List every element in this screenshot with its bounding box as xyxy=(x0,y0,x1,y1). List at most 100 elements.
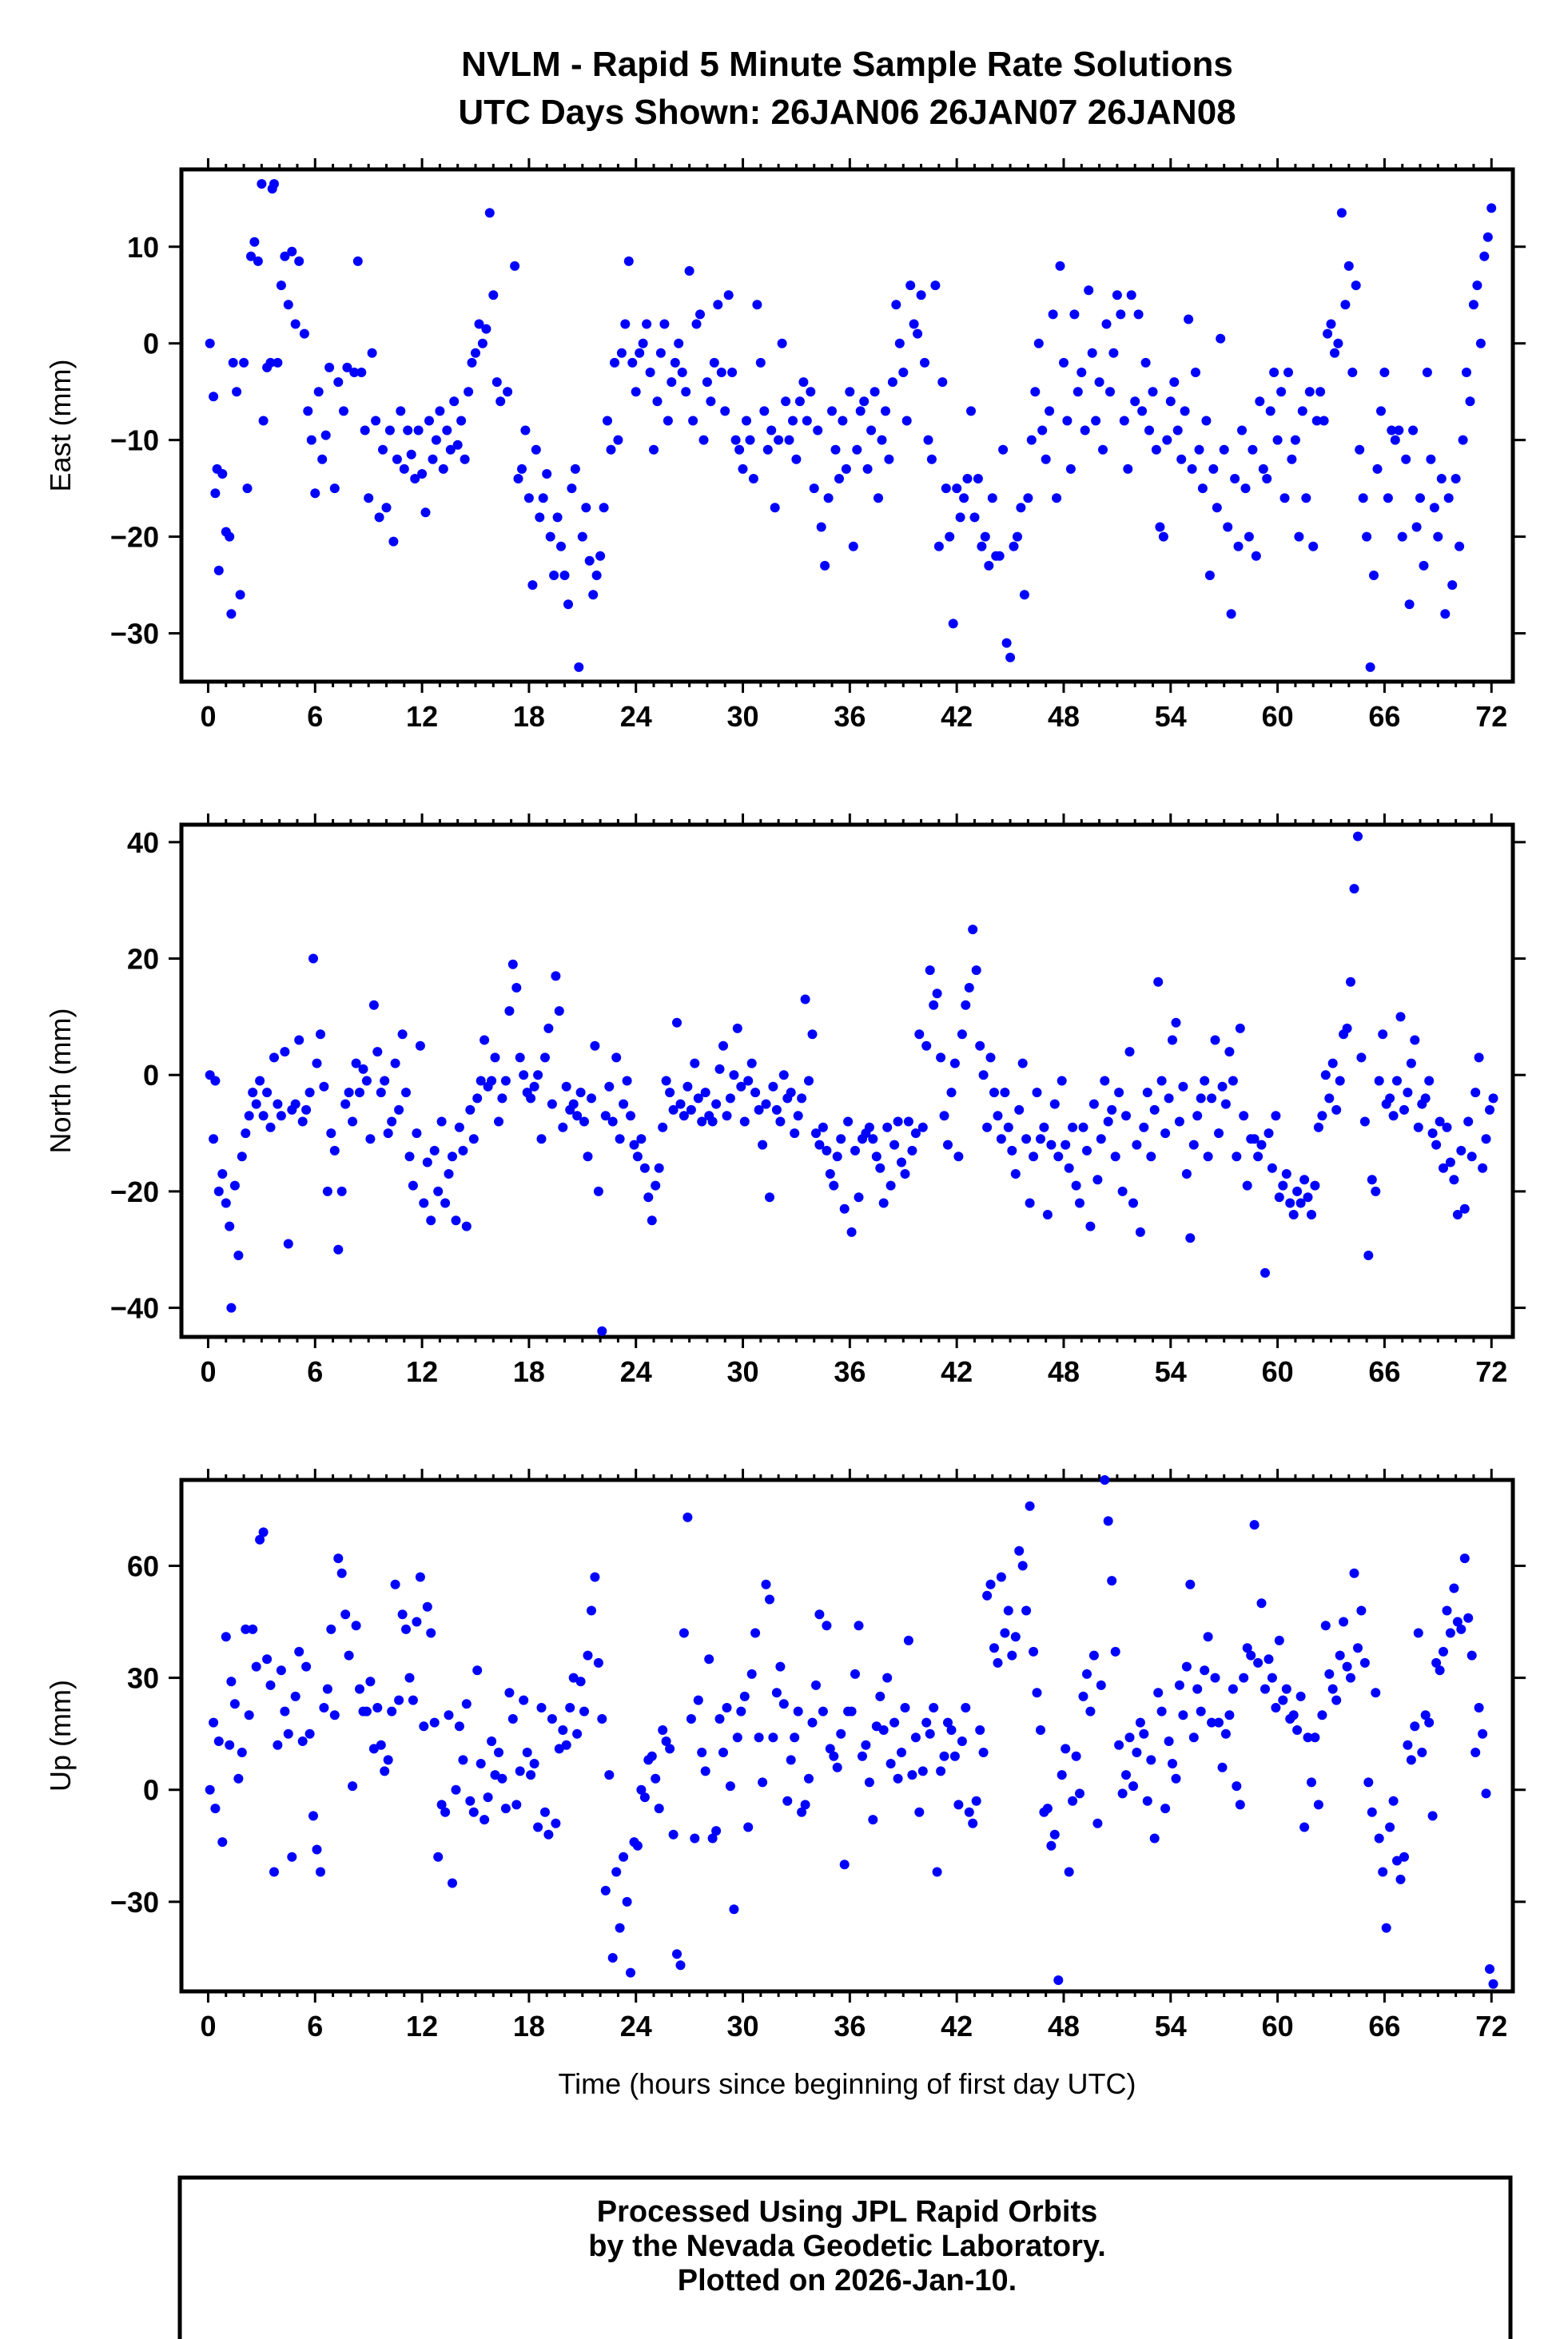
up-data-point xyxy=(739,1691,750,1701)
east-data-point xyxy=(574,662,584,672)
north-data-point xyxy=(1427,1128,1438,1139)
up-data-point xyxy=(1413,1628,1423,1638)
up-x-tick-label: 66 xyxy=(1368,2010,1400,2043)
north-data-point xyxy=(754,1104,764,1115)
north-data-point xyxy=(380,1076,390,1086)
north-data-point xyxy=(1010,1169,1021,1179)
east-data-point xyxy=(438,463,448,474)
east-data-point xyxy=(770,503,780,513)
up-data-point xyxy=(868,1815,878,1825)
up-data-point xyxy=(1359,1657,1370,1668)
up-data-point xyxy=(465,1796,476,1806)
east-data-point xyxy=(1330,348,1339,358)
up-data-point xyxy=(1096,1680,1106,1690)
east-data-point xyxy=(595,551,606,561)
north-data-point xyxy=(575,1088,586,1098)
east-data-point xyxy=(1397,531,1407,542)
up-data-point xyxy=(1078,1691,1088,1701)
up-data-point xyxy=(900,1703,910,1712)
east-data-point xyxy=(816,522,826,532)
up-data-point xyxy=(711,1826,722,1836)
north-data-point xyxy=(1053,1152,1064,1162)
north-data-point xyxy=(237,1152,247,1162)
up-data-point xyxy=(818,1706,828,1716)
up-data-point xyxy=(658,1725,668,1735)
up-data-point xyxy=(846,1706,857,1716)
east-data-point xyxy=(552,512,563,523)
up-data-point xyxy=(1449,1583,1459,1593)
footer-box xyxy=(177,2175,1513,2339)
up-data-point xyxy=(480,1815,490,1825)
north-data-point xyxy=(480,1035,490,1045)
east-data-point xyxy=(1468,300,1478,310)
up-data-point xyxy=(893,1773,903,1784)
up-data-point xyxy=(829,1751,839,1761)
north-data-point xyxy=(1064,1163,1074,1173)
north-data-point xyxy=(251,1099,261,1109)
east-data-point xyxy=(313,387,324,397)
north-data-point xyxy=(1359,1116,1370,1127)
north-data-point xyxy=(707,1116,718,1127)
east-data-point xyxy=(228,357,238,368)
north-data-point xyxy=(590,1040,600,1051)
east-data-point xyxy=(273,357,283,368)
north-data-point xyxy=(929,1000,939,1010)
up-data-point xyxy=(1271,1703,1281,1712)
up-data-point xyxy=(536,1703,547,1712)
north-data-point xyxy=(604,1081,615,1092)
east-data-point xyxy=(1087,348,1097,358)
north-data-point xyxy=(1046,1140,1057,1150)
east-data-point xyxy=(342,362,352,372)
up-data-point xyxy=(213,1736,224,1746)
up-data-point xyxy=(1392,1856,1402,1866)
east-data-point xyxy=(488,290,499,300)
north-data-point xyxy=(1049,1099,1060,1109)
north-data-point xyxy=(907,1145,917,1156)
north-data-point xyxy=(878,1198,889,1208)
up-data-point xyxy=(1203,1632,1213,1642)
east-data-point xyxy=(1387,425,1397,436)
up-data-point xyxy=(1295,1691,1306,1701)
up-x-tick-label: 24 xyxy=(620,2010,652,2043)
up-data-point xyxy=(440,1807,451,1817)
east-data-point xyxy=(1333,338,1343,348)
up-x-tick-label: 36 xyxy=(834,2010,866,2043)
north-data-point xyxy=(476,1076,486,1086)
up-data-point xyxy=(1431,1657,1442,1668)
up-data-point xyxy=(1307,1777,1316,1788)
up-data-point xyxy=(690,1833,700,1844)
north-data-point xyxy=(746,1058,757,1068)
up-data-point xyxy=(786,1755,796,1765)
east-data-point xyxy=(320,430,331,440)
east-data-point xyxy=(891,300,901,310)
up-x-tick-label: 6 xyxy=(307,2010,323,2043)
up-data-point xyxy=(1478,1728,1488,1739)
north-data-point xyxy=(419,1198,429,1208)
east-data-point xyxy=(681,387,691,397)
north-data-point xyxy=(1239,1111,1249,1121)
north-data-point xyxy=(1017,1058,1028,1068)
north-data-point xyxy=(800,994,810,1004)
east-data-point xyxy=(610,357,619,368)
north-data-point xyxy=(843,1116,854,1127)
east-data-point xyxy=(1165,396,1176,407)
north-data-point xyxy=(1353,831,1363,841)
up-data-point xyxy=(600,1885,611,1895)
east-data-point xyxy=(926,454,937,464)
north-data-point xyxy=(1459,1203,1470,1214)
east-data-point xyxy=(1204,571,1215,580)
up-data-point xyxy=(372,1703,383,1712)
up-data-point xyxy=(547,1714,557,1724)
east-data-point xyxy=(1155,522,1165,532)
north-data-point xyxy=(1228,1076,1238,1086)
up-data-point xyxy=(583,1650,593,1661)
east-data-point xyxy=(545,531,555,542)
north-data-point xyxy=(543,1023,554,1033)
east-data-point xyxy=(464,387,474,397)
east-x-tick-label: 12 xyxy=(406,700,438,733)
east-data-point xyxy=(1069,309,1080,320)
east-data-point xyxy=(1472,280,1482,291)
up-data-point xyxy=(429,1717,440,1728)
north-data-point xyxy=(1313,1122,1323,1132)
up-data-point xyxy=(415,1572,425,1582)
